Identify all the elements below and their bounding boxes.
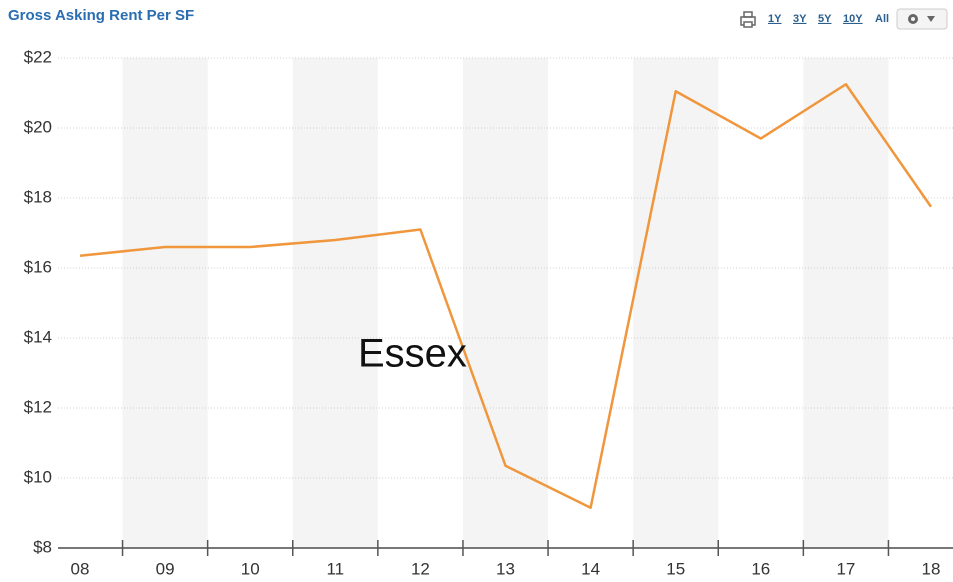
annotation: Essex — [358, 332, 467, 376]
y-tick-label: $16 — [24, 257, 52, 276]
line — [79, 83, 933, 509]
print-icon[interactable] — [740, 11, 756, 28]
x-tick-label: 10 — [241, 559, 260, 578]
band — [803, 58, 889, 548]
range-button[interactable]: 3Y — [793, 13, 807, 25]
band — [292, 58, 378, 548]
band — [122, 58, 208, 548]
y-tick-label: $10 — [24, 467, 52, 486]
x-tick-label: 16 — [751, 559, 770, 578]
range-button[interactable]: 10Y — [843, 13, 863, 25]
y-tick-label: $18 — [24, 187, 52, 206]
y-tick-label: $8 — [33, 537, 52, 556]
x-tick-label: 12 — [411, 559, 430, 578]
y-tick-label: $20 — [24, 117, 52, 136]
chart-title: Gross Asking Rent Per SF — [8, 7, 194, 24]
range-buttons: 1Y 3Y 5Y 10Y All — [768, 13, 889, 25]
range-button[interactable]: 5Y — [818, 13, 832, 25]
y-tick-label: $14 — [24, 327, 52, 346]
band — [462, 58, 549, 548]
x-tick-label: 09 — [156, 559, 175, 578]
range-button[interactable]: 1Y — [768, 13, 782, 25]
x-tick-label: 14 — [581, 559, 600, 578]
x-tick-label: 11 — [326, 559, 344, 578]
x-tick-label: 18 — [922, 559, 941, 578]
x-tick-label: 13 — [496, 559, 515, 578]
range-button[interactable]: All — [875, 13, 889, 25]
y-tick-label: $12 — [24, 397, 52, 416]
y-tick-label: $22 — [24, 47, 52, 66]
x-tick-label: 08 — [71, 559, 90, 578]
x-tick-label: 17 — [836, 559, 855, 578]
x-tick-label: 15 — [666, 559, 685, 578]
settings-button[interactable] — [896, 8, 948, 30]
band — [633, 58, 719, 548]
